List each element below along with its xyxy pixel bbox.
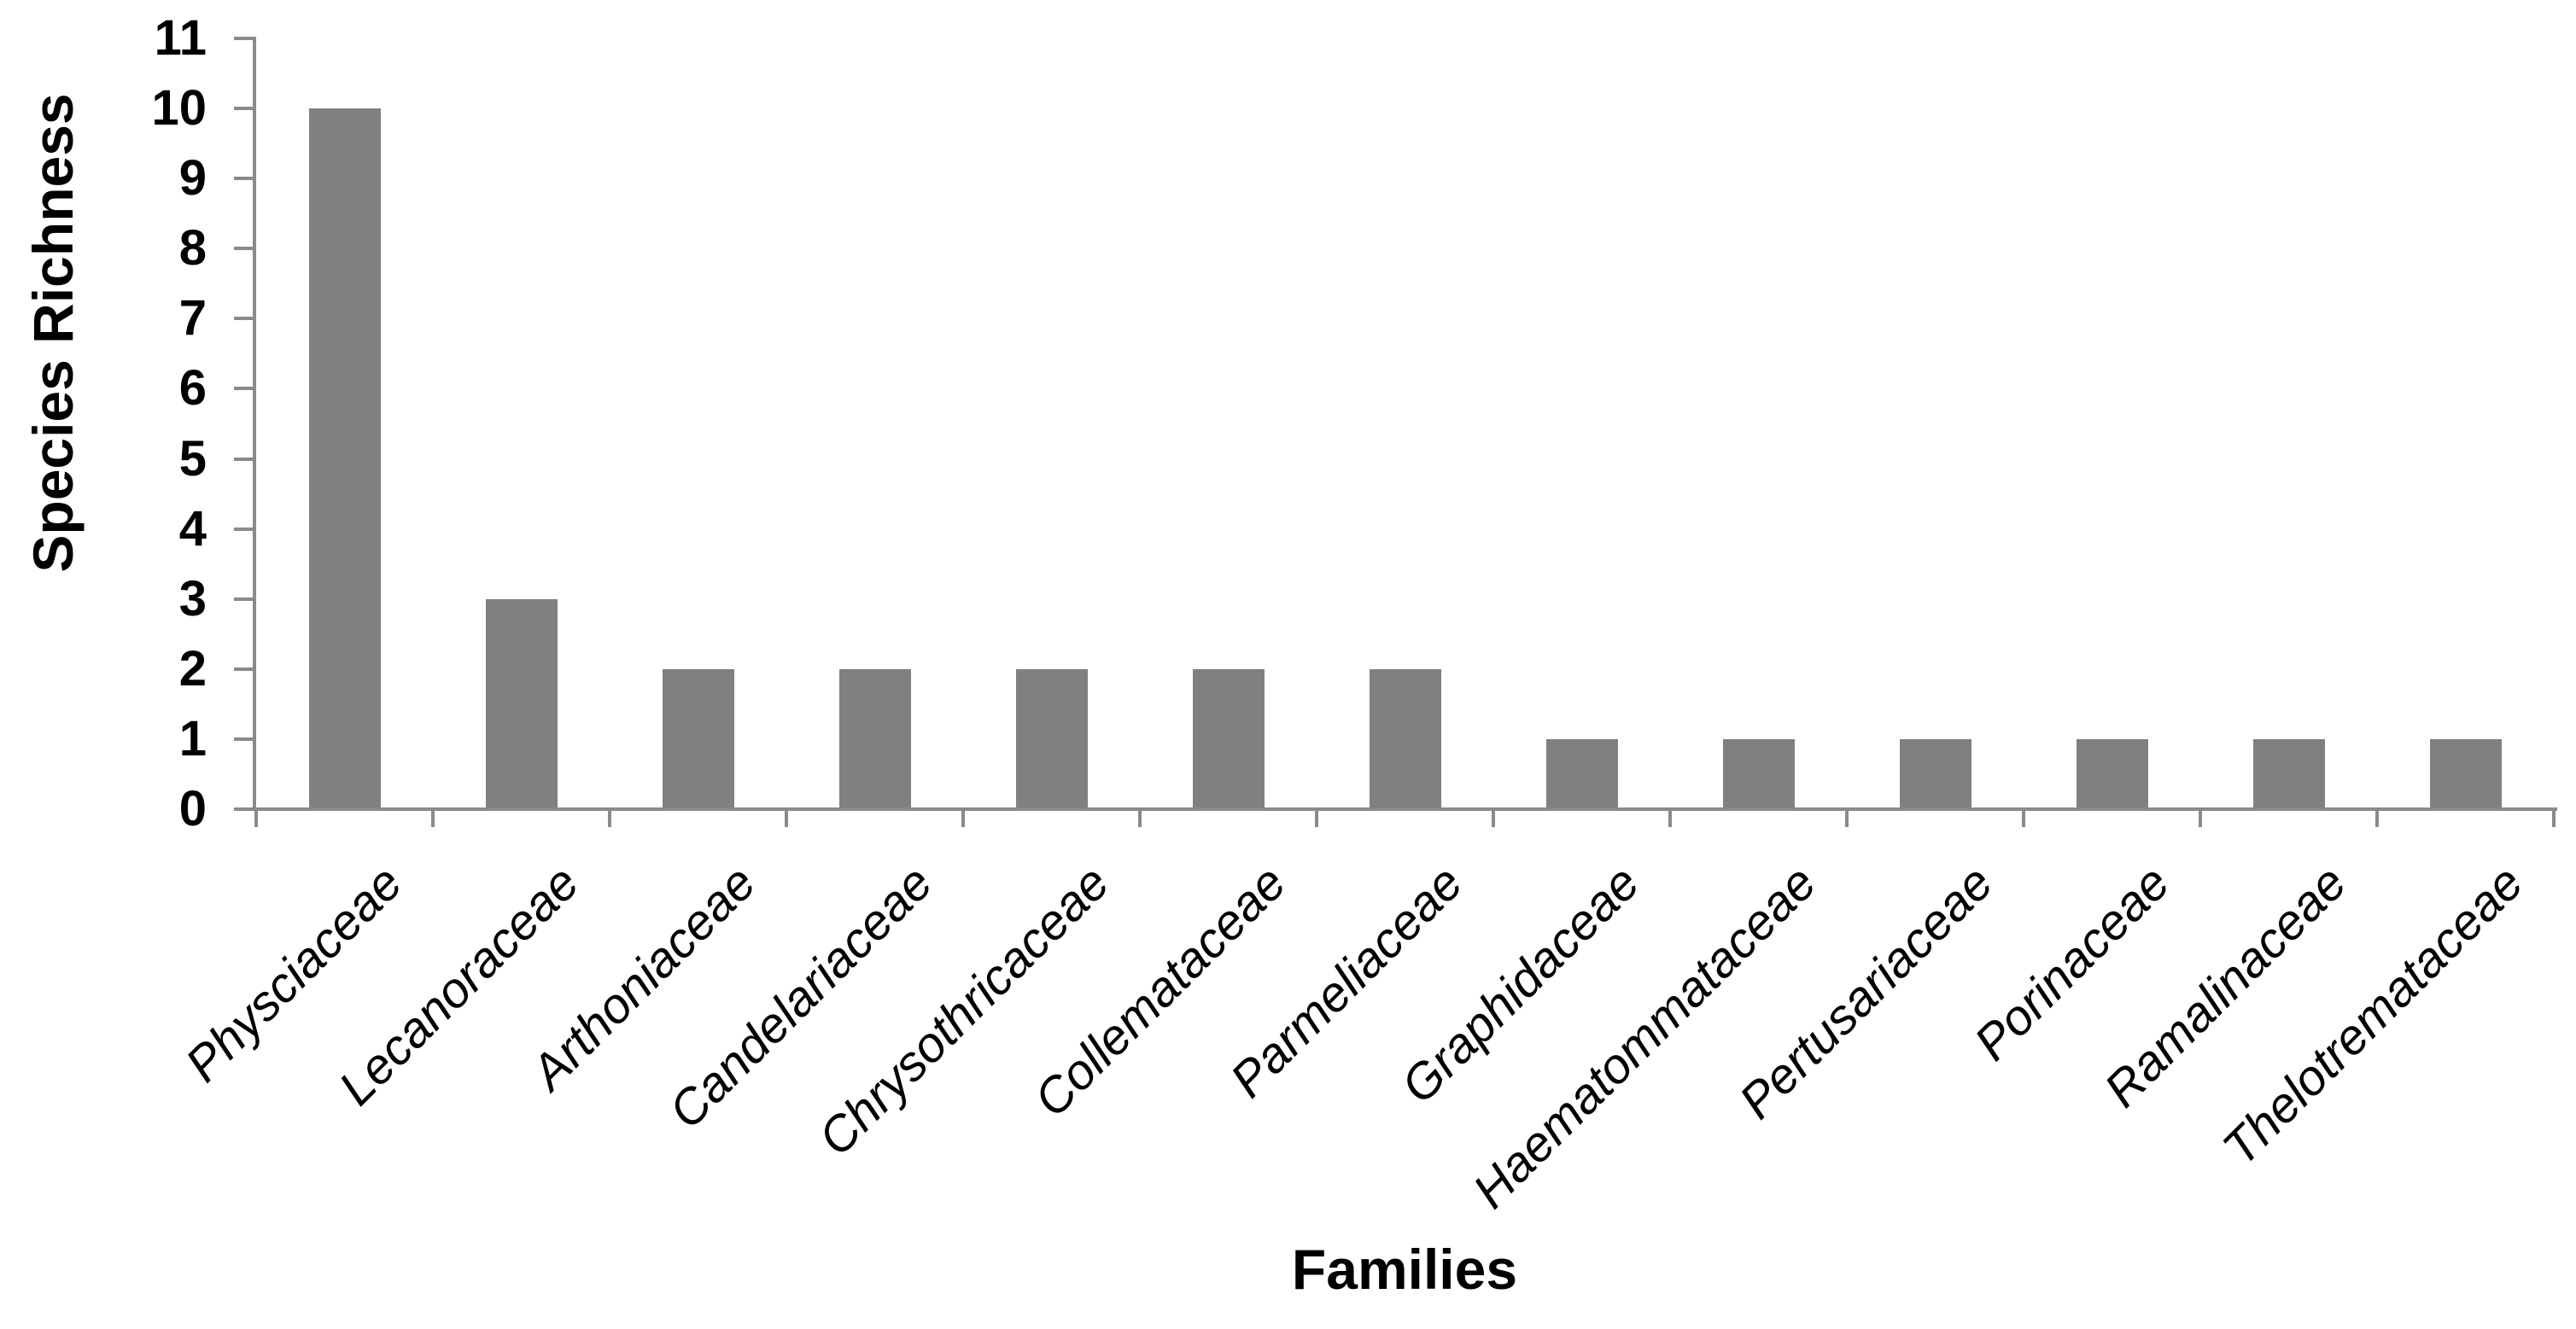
y-tick-label: 0 [178, 781, 207, 836]
bar [1545, 738, 1618, 807]
x-axis-line [253, 807, 2557, 811]
y-axis-tick [234, 37, 256, 40]
y-axis-tick [234, 737, 256, 741]
x-axis-tick [785, 807, 788, 827]
bar [2252, 738, 2325, 807]
bar [2429, 738, 2502, 807]
x-axis-title: Families [1291, 1238, 1518, 1301]
y-tick-label: 5 [178, 430, 207, 487]
y-tick-label: 6 [178, 360, 207, 417]
bar [1192, 668, 1265, 807]
y-axis-tick [234, 107, 256, 111]
y-tick-label: 1 [178, 710, 207, 767]
y-axis-tick [234, 387, 256, 391]
y-tick-label: 7 [178, 290, 207, 347]
y-axis-tick [234, 317, 256, 321]
bar [838, 668, 911, 807]
x-axis-tick [961, 807, 965, 827]
x-axis-tick [608, 807, 611, 827]
y-tick-label: 3 [178, 570, 207, 627]
x-axis-tick [431, 807, 435, 827]
y-tick-label: 2 [178, 640, 207, 697]
y-axis-tick [234, 807, 256, 811]
y-axis-tick [234, 457, 256, 461]
y-tick-label: 9 [178, 150, 207, 207]
x-axis-tick [2199, 807, 2202, 827]
bar [308, 108, 381, 807]
bar [1722, 738, 1795, 807]
x-axis-tick [1138, 807, 1142, 827]
bar [485, 598, 558, 807]
bar [662, 668, 734, 807]
bar [1369, 668, 1441, 807]
x-axis-tick [2552, 807, 2556, 827]
x-axis-tick [2375, 807, 2379, 827]
bar [1899, 738, 1971, 807]
y-axis-line [253, 38, 256, 811]
y-axis-tick [234, 247, 256, 251]
x-axis-tick [1845, 807, 1849, 827]
x-axis-tick [2022, 807, 2025, 827]
y-axis-tick [234, 667, 256, 671]
x-axis-tick [1315, 807, 1318, 827]
y-tick-label: 11 [154, 10, 207, 66]
y-tick-label: 8 [178, 220, 207, 277]
y-tick-label: 4 [178, 500, 207, 557]
x-axis-tick [1492, 807, 1495, 827]
bar [1015, 668, 1088, 807]
y-tick-label: 10 [151, 80, 207, 137]
x-axis-tick [1668, 807, 1672, 827]
bar [2076, 738, 2148, 807]
y-axis-tick [234, 527, 256, 531]
x-axis-tick [254, 807, 258, 827]
y-axis-tick [234, 177, 256, 181]
y-axis-tick [234, 597, 256, 601]
